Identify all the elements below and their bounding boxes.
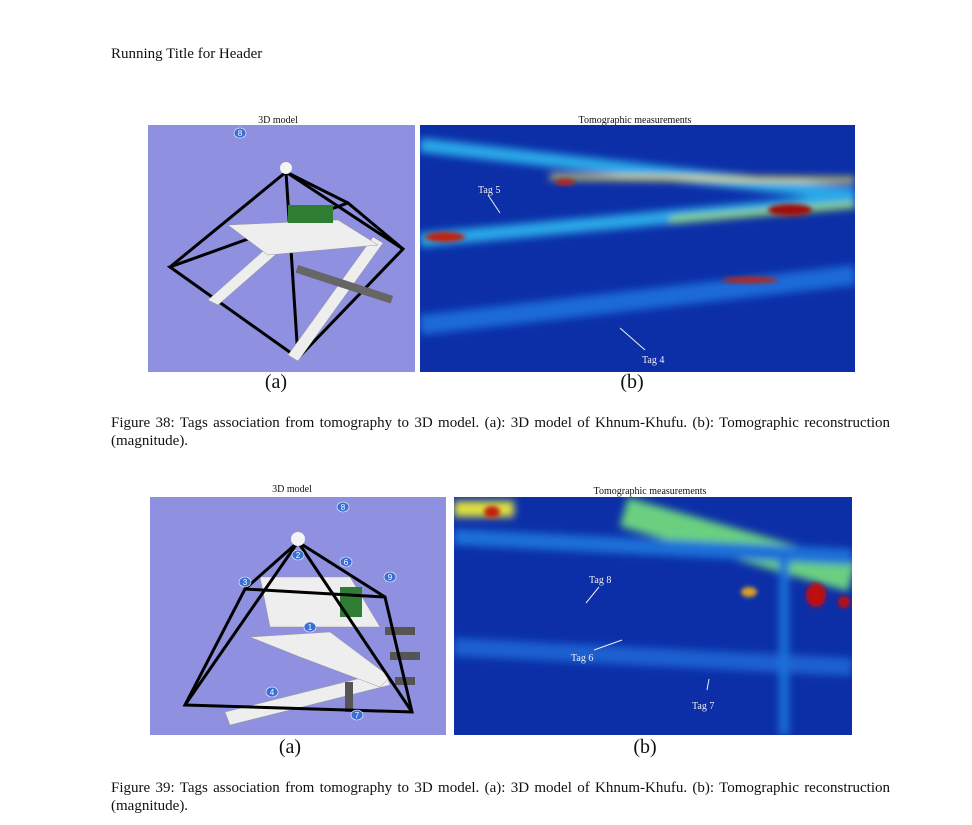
tag-label: Tag 4	[642, 355, 664, 366]
tag-marker	[336, 501, 350, 513]
tag-marker	[265, 686, 279, 698]
panel-title: 3D model	[272, 484, 312, 495]
tag-marker	[291, 549, 305, 561]
tag-marker	[383, 571, 397, 583]
panel-title: Tomographic measurements	[593, 486, 707, 497]
tag-marker	[238, 576, 252, 588]
panel-label: (a)	[278, 736, 302, 758]
model-render: 8	[148, 125, 415, 372]
tag-marker	[339, 556, 353, 568]
tag-label: Tag 6	[571, 653, 593, 664]
running-title: Running Title for Header	[111, 46, 263, 62]
panel-title: Tomographic measurements	[578, 115, 692, 126]
figure-caption: Figure 38: Tags association from tomogra…	[111, 415, 890, 449]
model-render: 8 2 3 6 9 1 4 7	[150, 497, 446, 735]
panel-label: (b)	[620, 371, 644, 393]
tomogram: Tag 5 Tag 4	[420, 125, 855, 372]
panel-label: (a)	[264, 371, 288, 393]
panel-label: (b)	[633, 736, 657, 758]
marker-label: 9	[388, 573, 393, 582]
marker-label: 6	[344, 558, 349, 567]
tag-marker	[350, 709, 364, 721]
marker-label: 8	[238, 129, 243, 138]
marker-label: 2	[296, 551, 301, 560]
marker-label: 1	[308, 623, 313, 632]
tomogram: Tag 8 Tag 6 Tag 7	[454, 497, 852, 735]
marker-label: 4	[270, 688, 275, 697]
marker-label: 3	[243, 578, 248, 587]
tag-label: Tag 7	[692, 701, 714, 712]
panel-title: 3D model	[258, 115, 298, 126]
figure-caption: Figure 39: Tags association from tomogra…	[111, 780, 890, 814]
tag-marker	[233, 127, 247, 139]
tag-label: Tag 5	[478, 185, 500, 196]
tag-marker	[303, 621, 317, 633]
marker-label: 7	[355, 711, 360, 720]
marker-label: 8	[341, 503, 346, 512]
tag-label: Tag 8	[589, 575, 611, 586]
